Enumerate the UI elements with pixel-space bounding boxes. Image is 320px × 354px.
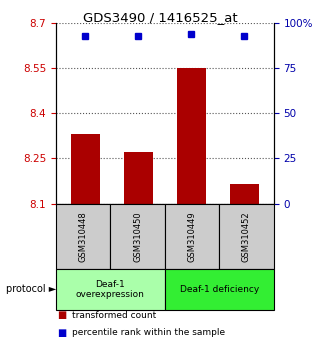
Text: percentile rank within the sample: percentile rank within the sample [72, 328, 225, 337]
Text: Deaf-1
overexpression: Deaf-1 overexpression [76, 280, 145, 299]
Text: GSM310452: GSM310452 [242, 211, 251, 262]
Text: GSM310450: GSM310450 [133, 211, 142, 262]
Bar [230, 184, 259, 204]
Text: ■: ■ [58, 310, 67, 320]
Text: ■: ■ [58, 328, 67, 338]
Bar [124, 153, 153, 204]
Text: GSM310449: GSM310449 [188, 211, 196, 262]
Bar [71, 135, 100, 204]
Text: Deaf-1 deficiency: Deaf-1 deficiency [180, 285, 259, 294]
Text: protocol ►: protocol ► [6, 284, 57, 295]
Text: transformed count: transformed count [72, 310, 156, 320]
Bar [177, 68, 206, 204]
Text: GSM310448: GSM310448 [79, 211, 88, 262]
Text: GDS3490 / 1416525_at: GDS3490 / 1416525_at [83, 11, 237, 24]
